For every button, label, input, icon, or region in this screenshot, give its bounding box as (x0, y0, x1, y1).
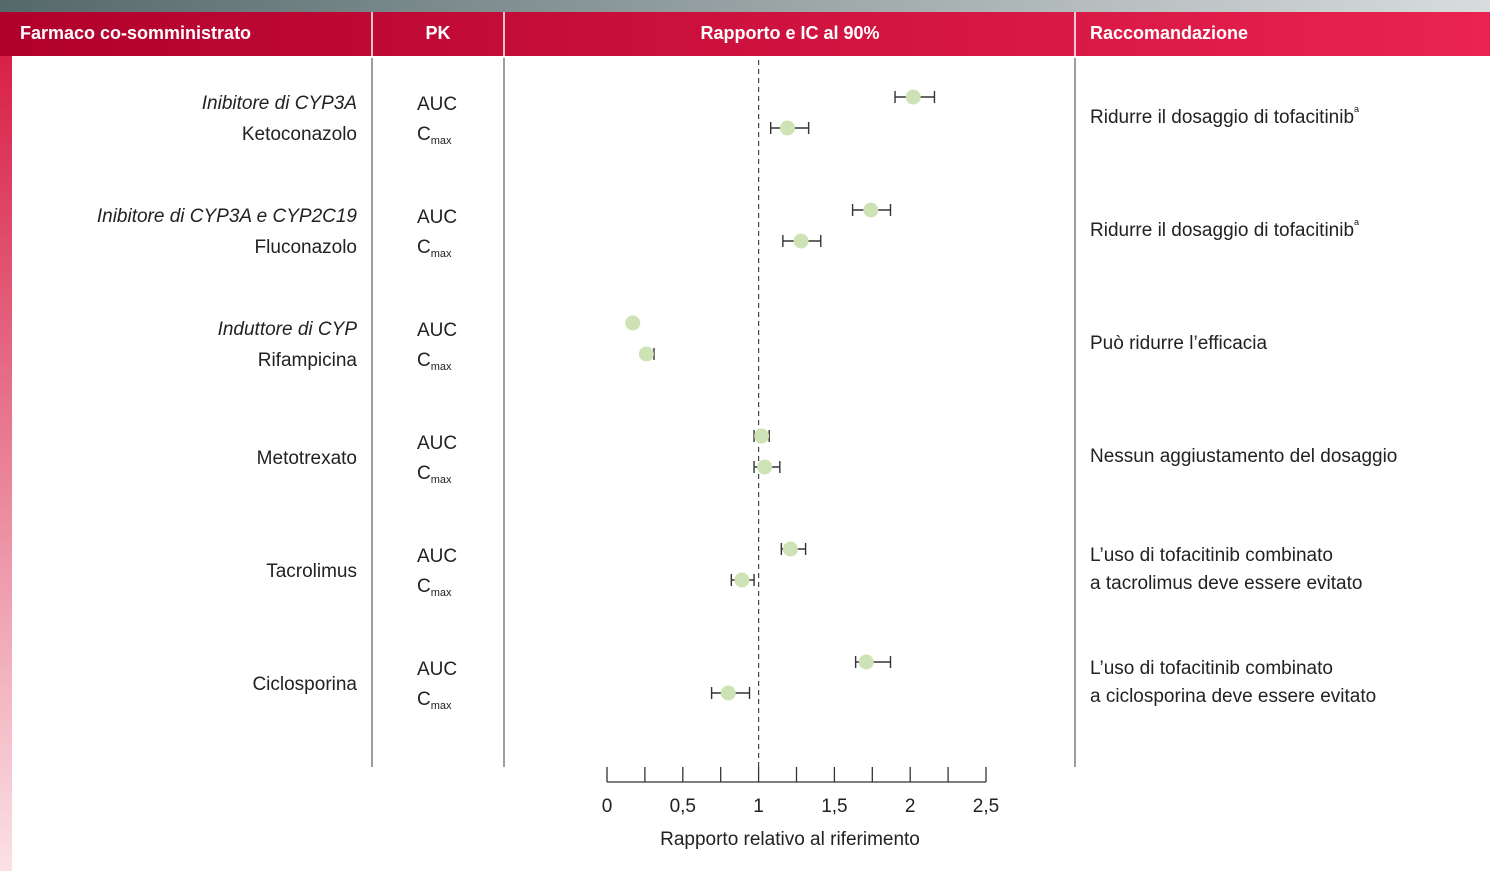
recommendation: L’uso di tofacitinib combinato (1090, 545, 1333, 566)
pk-label: AUC (417, 320, 457, 341)
drug-name: Metotrexato (257, 448, 357, 469)
pk-name: AUC (417, 320, 457, 341)
drug-name: Tacrolimus (266, 561, 357, 582)
recommendation-text: a ciclosporina deve essere evitato (1090, 686, 1376, 707)
header-bar (0, 12, 1490, 56)
pk-name: C (417, 124, 431, 145)
pk-subscript: max (431, 587, 452, 599)
pk-label: Cmax (417, 576, 452, 599)
pk-name: AUC (417, 659, 457, 680)
pk-name: C (417, 350, 431, 371)
pk-subscript: max (431, 135, 452, 147)
footnote-marker: a (1354, 217, 1359, 227)
recommendation-text: Ridurre il dosaggio di tofacitinib (1090, 220, 1354, 241)
drug-class: Inibitore di CYP3A e CYP2C19 (97, 206, 358, 227)
pk-subscript: max (431, 361, 452, 373)
pk-name: C (417, 237, 431, 258)
drug-name: Rifampicina (258, 350, 358, 371)
header-ratio: Rapporto e IC al 90% (700, 23, 879, 43)
pk-name: AUC (417, 207, 457, 228)
recommendation: Ridurre il dosaggio di tofacitiniba (1090, 217, 1359, 241)
x-axis-title: Rapporto relativo al riferimento (660, 829, 920, 850)
side-strip (0, 12, 12, 871)
point (793, 233, 809, 249)
pk-name: AUC (417, 433, 457, 454)
recommendation: a ciclosporina deve essere evitato (1090, 686, 1376, 707)
pk-label: Cmax (417, 689, 452, 712)
x-tick-label: 1 (753, 796, 764, 817)
recommendation: a tacrolimus deve essere evitato (1090, 573, 1362, 594)
point (754, 428, 770, 444)
recommendation: Ridurre il dosaggio di tofacitiniba (1090, 104, 1359, 128)
pk-name: AUC (417, 94, 457, 115)
header-pk: PK (425, 23, 450, 43)
x-tick-label: 2,5 (973, 796, 999, 817)
pk-name: C (417, 689, 431, 710)
recommendation-text: Nessun aggiustamento del dosaggio (1090, 446, 1397, 467)
pk-label: AUC (417, 94, 457, 115)
point (905, 89, 921, 105)
point (757, 459, 773, 475)
pk-label: AUC (417, 659, 457, 680)
pk-subscript: max (431, 248, 452, 260)
recommendation-text: a tacrolimus deve essere evitato (1090, 573, 1362, 594)
point (625, 315, 641, 331)
drug-name: Fluconazolo (255, 237, 357, 258)
drug-class: Induttore di CYP (218, 319, 358, 340)
pk-name: AUC (417, 546, 457, 567)
header-recommendation: Raccomandazione (1090, 23, 1248, 43)
point (720, 685, 736, 701)
x-tick-label: 2 (905, 796, 916, 817)
drug-class: Inibitore di CYP3A (202, 93, 357, 114)
recommendation-text: Può ridurre l’efficacia (1090, 333, 1268, 354)
pk-label: AUC (417, 433, 457, 454)
point (779, 120, 795, 136)
header-dividers (371, 12, 1076, 56)
point (863, 202, 879, 218)
pk-label: Cmax (417, 237, 452, 260)
pk-label: AUC (417, 207, 457, 228)
recommendation-text: Ridurre il dosaggio di tofacitinib (1090, 107, 1354, 128)
pk-label: Cmax (417, 124, 452, 147)
column-dividers (371, 58, 1076, 767)
recommendation-text: L’uso di tofacitinib combinato (1090, 658, 1333, 679)
recommendation-text: L’uso di tofacitinib combinato (1090, 545, 1333, 566)
drug-name: Ketoconazolo (242, 124, 357, 145)
pk-label: Cmax (417, 350, 452, 373)
pk-label: AUC (417, 546, 457, 567)
pk-name: C (417, 463, 431, 484)
top-strip (0, 0, 1490, 12)
drug-name: Ciclosporina (252, 674, 357, 695)
recommendation: Può ridurre l’efficacia (1090, 333, 1268, 354)
x-tick-label: 1,5 (821, 796, 847, 817)
footnote-marker: a (1354, 104, 1359, 114)
point (734, 572, 750, 588)
point (782, 541, 798, 557)
pk-label: Cmax (417, 463, 452, 486)
point (858, 654, 874, 670)
x-tick-label: 0 (602, 796, 613, 817)
pk-name: C (417, 576, 431, 597)
header-drug: Farmaco co-somministrato (20, 23, 251, 43)
x-tick-label: 0,5 (670, 796, 696, 817)
recommendation: Nessun aggiustamento del dosaggio (1090, 446, 1397, 467)
recommendation: L’uso di tofacitinib combinato (1090, 658, 1333, 679)
pk-subscript: max (431, 700, 452, 712)
pk-subscript: max (431, 474, 452, 486)
point (638, 346, 654, 362)
